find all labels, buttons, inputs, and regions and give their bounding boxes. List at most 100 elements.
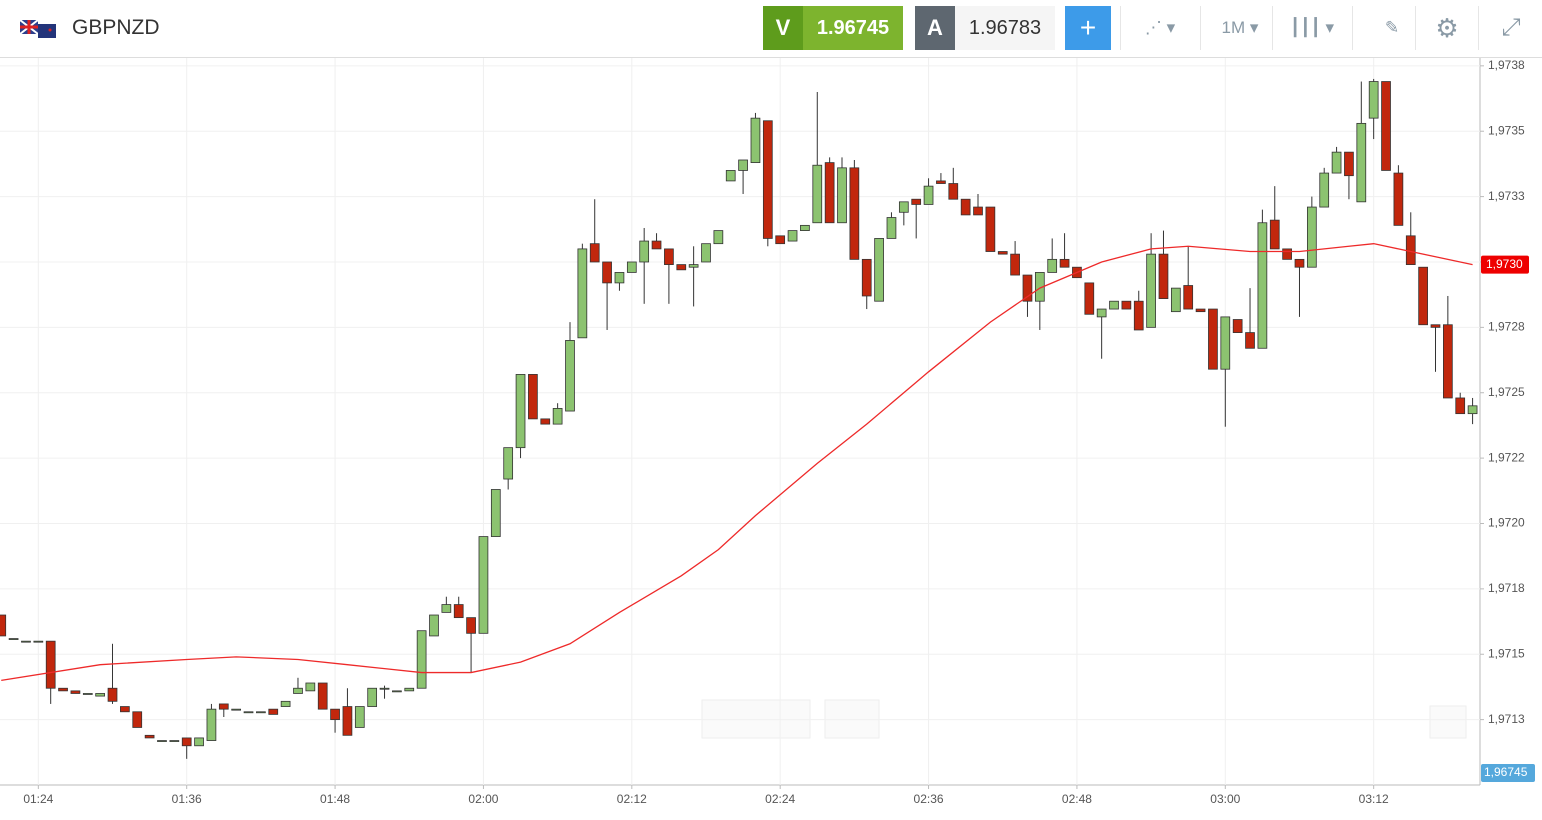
candle-body (0, 614, 7, 637)
candle-body (812, 164, 823, 224)
toolbar: GBPNZD V 1.96745 A 1.96783 + ⋰ ▾ 1M ▾ ┃┃… (0, 0, 1542, 58)
chart-type-button[interactable]: ⋰ ▾ (1120, 6, 1199, 50)
candle-body (169, 740, 180, 742)
plot-area (0, 58, 1480, 785)
candle-body (243, 711, 254, 714)
candle-body (725, 170, 736, 182)
candle-body (985, 206, 996, 252)
candle-body (132, 711, 143, 728)
candle-body (1170, 287, 1181, 313)
sell-button[interactable]: V (763, 6, 803, 50)
candle-body (1381, 81, 1391, 171)
candle-body (218, 703, 229, 710)
flag (20, 20, 56, 38)
x-tick-label: 02:12 (617, 792, 647, 806)
settings-button[interactable]: ⚙ (1415, 6, 1478, 50)
fullscreen-button[interactable]: ⤢ (1478, 6, 1542, 50)
moving-average (1, 243, 1473, 682)
y-tick-label: 1,9733 (1488, 189, 1525, 203)
candle-body (379, 687, 390, 690)
ma-label-box (1481, 255, 1529, 274)
buy-button[interactable]: A (915, 6, 955, 50)
candle-body (70, 690, 81, 694)
y-tick-label: 1,9722 (1488, 450, 1525, 464)
nav-control[interactable] (824, 699, 880, 739)
candle-body (82, 693, 93, 695)
candle-body (441, 604, 452, 613)
candle-body (1455, 397, 1466, 415)
x-tick-label: 01:48 (320, 792, 350, 806)
candle-body (639, 240, 650, 263)
candle-body (1368, 81, 1379, 119)
draw-button[interactable]: ✎ (1352, 6, 1431, 50)
candle-body (626, 261, 637, 273)
candle-body (1393, 172, 1404, 226)
buy-price[interactable]: 1.96783 (955, 6, 1055, 50)
candle-body (95, 693, 106, 697)
candle-body (392, 690, 402, 693)
candle-body (800, 224, 810, 231)
candle-body (453, 604, 464, 619)
candle-body (157, 740, 167, 742)
candle-body (1047, 258, 1058, 273)
price-label-box (1481, 764, 1535, 782)
sell-price[interactable]: 1.96745 (803, 6, 903, 50)
candle-body (1146, 253, 1156, 328)
candle-body (1195, 308, 1206, 313)
candle-body (194, 737, 204, 747)
candle-body (429, 614, 439, 637)
candle-body (886, 217, 897, 239)
candle-body (317, 682, 328, 710)
candle-body (144, 734, 155, 739)
x-tick-label: 02:48 (1062, 792, 1092, 806)
y-tick-label: 1,9735 (1488, 123, 1525, 137)
candle-body (268, 708, 279, 715)
x-tick-label: 02:00 (468, 792, 498, 806)
crosshair-button[interactable]: + (1065, 6, 1111, 50)
candle-body (293, 687, 303, 694)
candle-body (898, 201, 909, 213)
candle-body (1022, 274, 1033, 302)
candle-body (478, 536, 489, 634)
candle-body (1257, 222, 1268, 349)
candle-body (120, 706, 130, 713)
candle-body (280, 700, 291, 707)
candle-body (1220, 316, 1231, 370)
candle-body (181, 737, 192, 747)
candle-body (515, 374, 526, 449)
candle-body (206, 708, 217, 741)
candle-body (701, 243, 711, 263)
y-tick-label: 1,9728 (1488, 320, 1525, 334)
candle-body (651, 240, 662, 250)
nav-control[interactable] (701, 699, 811, 739)
candle-body (948, 183, 959, 200)
candle-body (354, 706, 365, 728)
candle-body (824, 162, 835, 224)
candle-body (305, 682, 316, 692)
candle-body (874, 238, 884, 302)
candle-body (107, 687, 118, 702)
candle-body (1356, 122, 1367, 203)
y-tick-label: 1,9738 (1488, 58, 1525, 72)
nav-control[interactable] (1429, 705, 1467, 739)
x-tick-label: 03:12 (1359, 792, 1389, 806)
candle-body (664, 248, 674, 265)
candle-button[interactable]: ┃┃┃ ▾ (1272, 6, 1351, 50)
candle-body (911, 198, 922, 205)
ma-label: 1,9730 (1486, 257, 1523, 271)
candle-body (1158, 253, 1169, 299)
candle-body (1306, 206, 1317, 268)
candle-body (577, 248, 588, 339)
candle-body (404, 687, 415, 692)
candle-body (997, 251, 1008, 255)
y-tick-label: 1,9713 (1488, 712, 1525, 726)
candle-body (1282, 248, 1292, 260)
y-tick-label: 1,9718 (1488, 581, 1525, 595)
timeframe-button[interactable]: 1M ▾ (1200, 6, 1279, 50)
candle-body (58, 687, 68, 692)
candle-body (973, 206, 983, 216)
candle-body (738, 159, 748, 171)
candle-body (1010, 253, 1020, 276)
candle-body (960, 198, 971, 216)
symbol: GBPNZD (72, 16, 160, 39)
